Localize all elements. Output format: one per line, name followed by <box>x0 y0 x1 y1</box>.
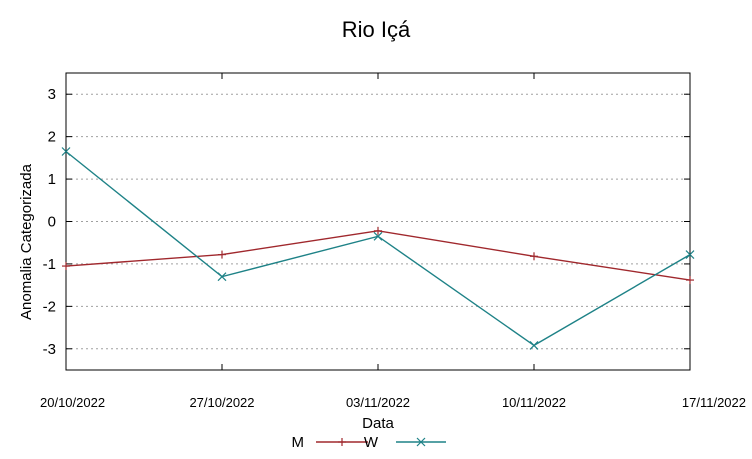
data-point <box>529 340 539 350</box>
chart-title: Rio Içá <box>342 17 411 42</box>
x-tick-label: 20/10/2022 <box>40 395 105 410</box>
data-point <box>685 250 695 260</box>
y-tick-label: -2 <box>43 298 56 315</box>
y-tick-label: -3 <box>43 341 56 358</box>
y-axis-label: Anomalia Categorizada <box>18 163 35 320</box>
series-line <box>65 230 691 281</box>
data-point <box>61 147 71 156</box>
x-axis-label: Data <box>362 415 394 432</box>
x-tick-label: 27/10/2022 <box>189 395 254 410</box>
series-w <box>61 147 695 350</box>
y-tick-label: 0 <box>48 214 56 231</box>
y-tick-label: 1 <box>48 171 56 188</box>
legend-marker <box>416 437 426 447</box>
x-tick-label: 10/11/2022 <box>502 395 566 410</box>
y-tick-label: 2 <box>48 129 56 146</box>
x-tick-label: 17/11/2022 <box>682 395 746 410</box>
legend-label: M <box>292 434 305 451</box>
legend-item-m: M <box>292 434 368 451</box>
legend-item-w: W <box>364 434 446 451</box>
series-m <box>62 226 694 285</box>
x-tick-label: 03/11/2022 <box>346 395 410 410</box>
grid-layer <box>66 93 690 350</box>
data-point <box>217 272 227 282</box>
data-point <box>373 231 383 241</box>
y-tick-label: -1 <box>43 256 56 273</box>
ticks-layer: 3 2 1 0 -1 -2 -3 20/10/2022 27/10/2022 03/11/2022… <box>40 73 746 410</box>
series-line <box>65 150 691 347</box>
legend-label: W <box>364 434 379 451</box>
series-layer <box>61 147 695 350</box>
y-tick-label: 3 <box>48 86 56 103</box>
